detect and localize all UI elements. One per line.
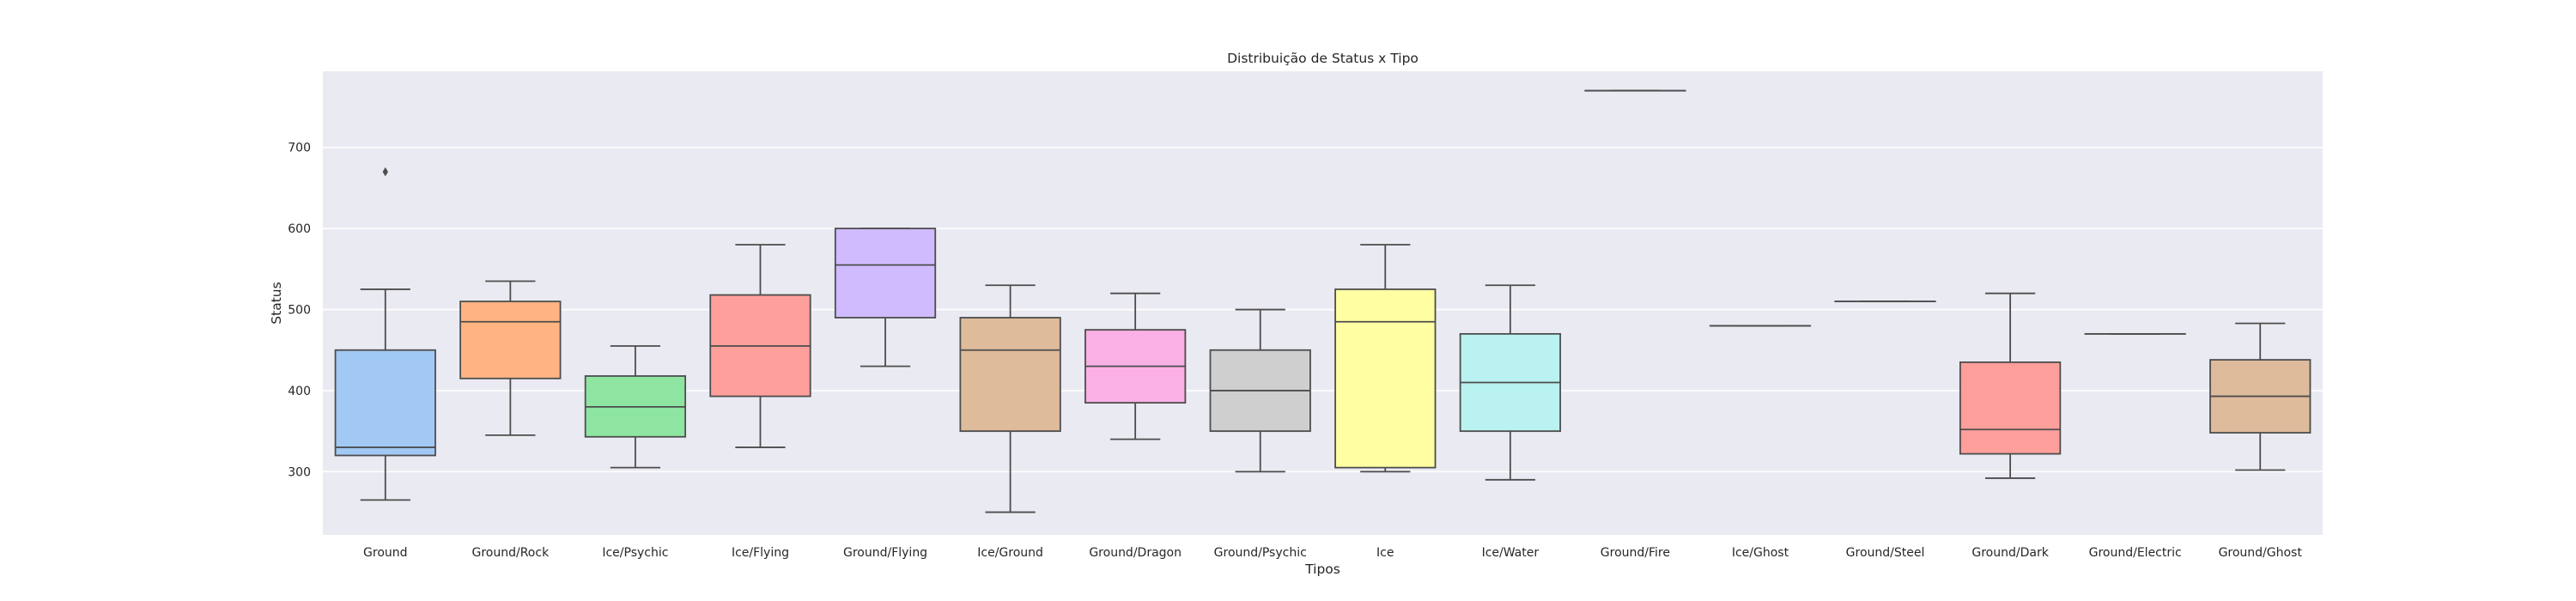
plot-area [323,71,2323,535]
box-iqr [834,228,937,319]
x-tick-label: Ground [363,546,408,560]
box-iqr [1334,288,1437,469]
x-tick-label: Ground/Psychic [1214,546,1307,560]
box-group [2209,322,2312,471]
y-tick-label: 600 [288,222,311,236]
boxes-layer [334,89,2312,513]
x-tick-label: Ground/Steel [1846,546,1925,560]
box-group [459,280,562,436]
box-group [334,167,436,501]
box-iqr [459,300,562,379]
x-tick-label: Ground/Rock [472,546,550,560]
y-tick-label: 300 [288,465,311,479]
box-group [959,284,1061,513]
x-tick-label: Ground/Ghost [2219,546,2303,560]
box-group [584,345,687,469]
x-tick-label: Ice/Ghost [1732,546,1789,560]
x-tick-label: Ice [1376,546,1394,560]
box-iqr [334,349,436,457]
box-group [1334,244,1437,473]
box-iqr [1959,361,2062,455]
outlier-point [382,167,388,177]
box-group [1209,308,1311,473]
box-iqr [959,317,1061,433]
x-tick-label: Ice/Ground [977,546,1043,560]
x-axis-ticks: Ground Ground/Rock Ice/Psychic Ice/Flying Gr… [363,546,2302,560]
box-group [1459,284,1561,481]
x-axis-label: Tipos [1304,562,1340,577]
x-tick-label: Ice/Water [1482,546,1540,560]
box-group [834,228,937,367]
x-tick-label: Ground/Flying [843,546,927,560]
x-tick-label: Ground/Electric [2089,546,2182,560]
x-tick-label: Ice/Flying [732,546,789,560]
x-tick-label: Ground/Dragon [1089,546,1182,560]
x-tick-label: Ground/Dark [1971,546,2049,560]
y-tick-label: 700 [288,142,311,155]
y-axis-label: Status [269,282,284,324]
chart-title: Distribuição de Status x Tipo [1227,51,1419,66]
x-tick-label: Ground/Fire [1601,546,1670,560]
box-group [1084,292,1187,440]
y-tick-label: 500 [288,304,311,318]
x-tick-label: Ice/Psychic [602,546,668,560]
y-tick-label: 400 [288,385,311,398]
box-group [709,244,811,448]
y-axis-ticks: 300 400 500 600 700 [288,142,311,480]
box-group [1959,292,2062,479]
